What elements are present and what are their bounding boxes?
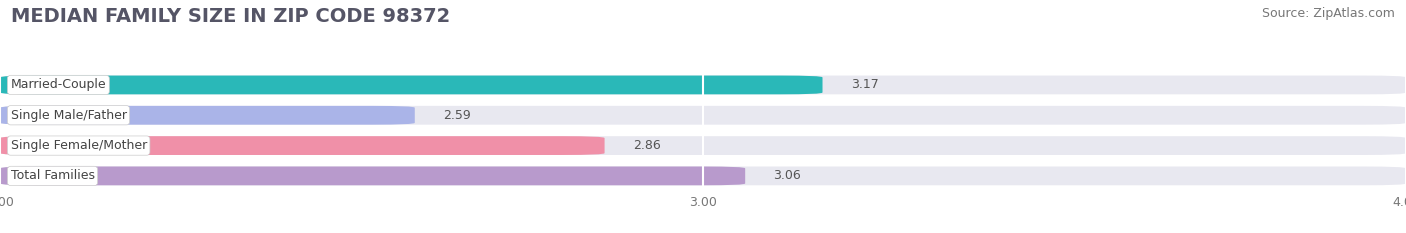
FancyBboxPatch shape [0, 75, 823, 94]
Text: 2.59: 2.59 [443, 109, 471, 122]
FancyBboxPatch shape [0, 136, 605, 155]
Text: Married-Couple: Married-Couple [11, 79, 107, 91]
FancyBboxPatch shape [0, 167, 745, 185]
Text: Single Male/Father: Single Male/Father [11, 109, 127, 122]
Text: 2.86: 2.86 [633, 139, 661, 152]
FancyBboxPatch shape [0, 167, 1406, 185]
Text: 3.06: 3.06 [773, 169, 801, 182]
Text: Source: ZipAtlas.com: Source: ZipAtlas.com [1261, 7, 1395, 20]
Text: Single Female/Mother: Single Female/Mother [11, 139, 146, 152]
FancyBboxPatch shape [0, 106, 415, 125]
FancyBboxPatch shape [0, 136, 1406, 155]
FancyBboxPatch shape [0, 75, 1406, 94]
Text: 3.17: 3.17 [851, 79, 879, 91]
FancyBboxPatch shape [0, 106, 1406, 125]
Text: Total Families: Total Families [11, 169, 94, 182]
Text: MEDIAN FAMILY SIZE IN ZIP CODE 98372: MEDIAN FAMILY SIZE IN ZIP CODE 98372 [11, 7, 450, 26]
